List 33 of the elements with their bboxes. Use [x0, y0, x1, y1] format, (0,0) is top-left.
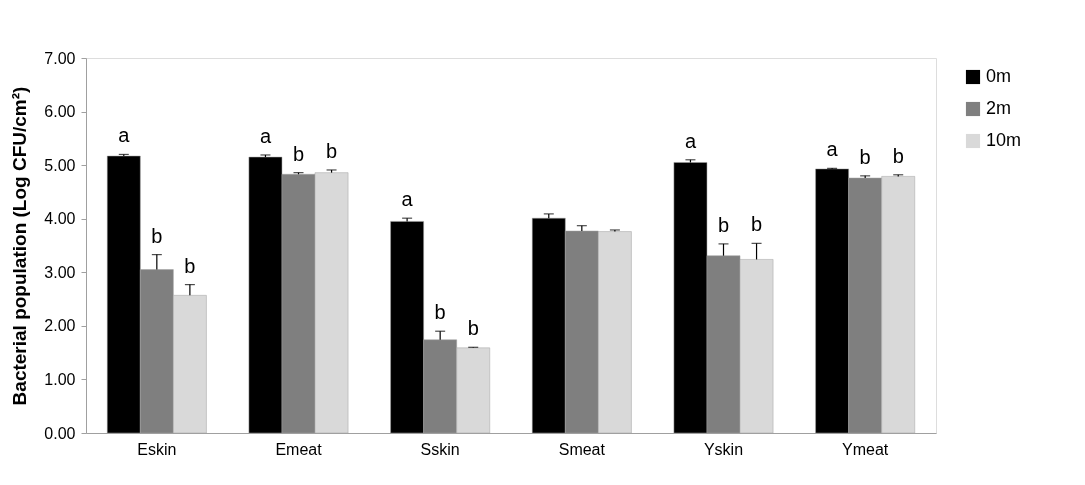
y-tick-label: 6.00	[44, 103, 76, 121]
x-tick-label: Eskin	[137, 440, 177, 458]
legend-label: 10m	[986, 130, 1022, 150]
x-tick-label: Ymeat	[842, 440, 889, 458]
data-label: b	[859, 145, 871, 168]
data-label: b	[750, 213, 763, 236]
data-label: b	[892, 144, 904, 167]
y-tick-label: 0.00	[44, 424, 76, 442]
data-label: a	[259, 124, 272, 147]
y-tick-label: 7.00	[44, 49, 76, 67]
x-tick-label: Sskin	[420, 440, 460, 458]
data-label: a	[118, 124, 131, 147]
data-label: b	[717, 213, 730, 236]
x-tick-label: Emeat	[275, 440, 323, 458]
data-label: a	[684, 129, 697, 152]
y-axis-title: Bacterial population (Log CFU/cm²)	[9, 86, 31, 406]
y-tick-label: 2.00	[44, 317, 76, 335]
data-label: b	[151, 224, 163, 247]
x-tick-label: Smeat	[558, 440, 606, 458]
data-label: b	[434, 301, 446, 324]
data-label: a	[826, 138, 839, 161]
data-label: b	[184, 254, 196, 277]
legend-label: 0m	[986, 66, 1012, 86]
y-tick-label: 3.00	[44, 263, 76, 281]
y-tick-label: 4.00	[44, 210, 76, 228]
legend-label: 2m	[986, 98, 1012, 118]
data-label: b	[325, 139, 338, 162]
x-tick-label: Yskin	[703, 440, 744, 458]
y-tick-label: 1.00	[44, 370, 76, 388]
data-label: b	[292, 142, 305, 165]
y-tick-label: 5.00	[44, 156, 76, 174]
data-label: b	[467, 317, 479, 340]
data-label: a	[401, 188, 414, 211]
